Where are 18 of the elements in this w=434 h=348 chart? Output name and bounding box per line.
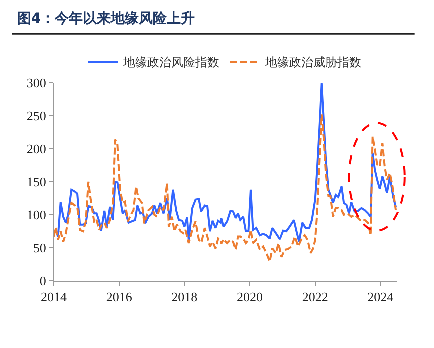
y-tick-label: 200 [26, 142, 46, 157]
x-tick-label: 2020 [237, 290, 263, 305]
y-tick-label: 150 [26, 174, 46, 190]
line-series [54, 114, 397, 263]
chart-title: 图4：今年以来地缘风险上升 [17, 10, 196, 27]
y-tick-label: 0 [40, 274, 46, 289]
y-tick-label: 250 [26, 108, 46, 124]
y-tick-label: 300 [26, 76, 46, 91]
legend-label: 地缘政治风险指数 [122, 56, 220, 70]
y-tick-label: 50 [33, 240, 46, 256]
x-tick-label: 2016 [106, 290, 133, 305]
y-tick-label: 100 [26, 208, 46, 223]
line-series [54, 83, 397, 244]
x-tick-label: 2024 [368, 290, 394, 305]
x-tick-label: 2022 [302, 290, 328, 305]
x-tick-label: 2018 [172, 290, 198, 305]
x-tick-label: 2014 [41, 290, 68, 305]
legend-label: 地缘政治威胁指数 [264, 56, 362, 70]
